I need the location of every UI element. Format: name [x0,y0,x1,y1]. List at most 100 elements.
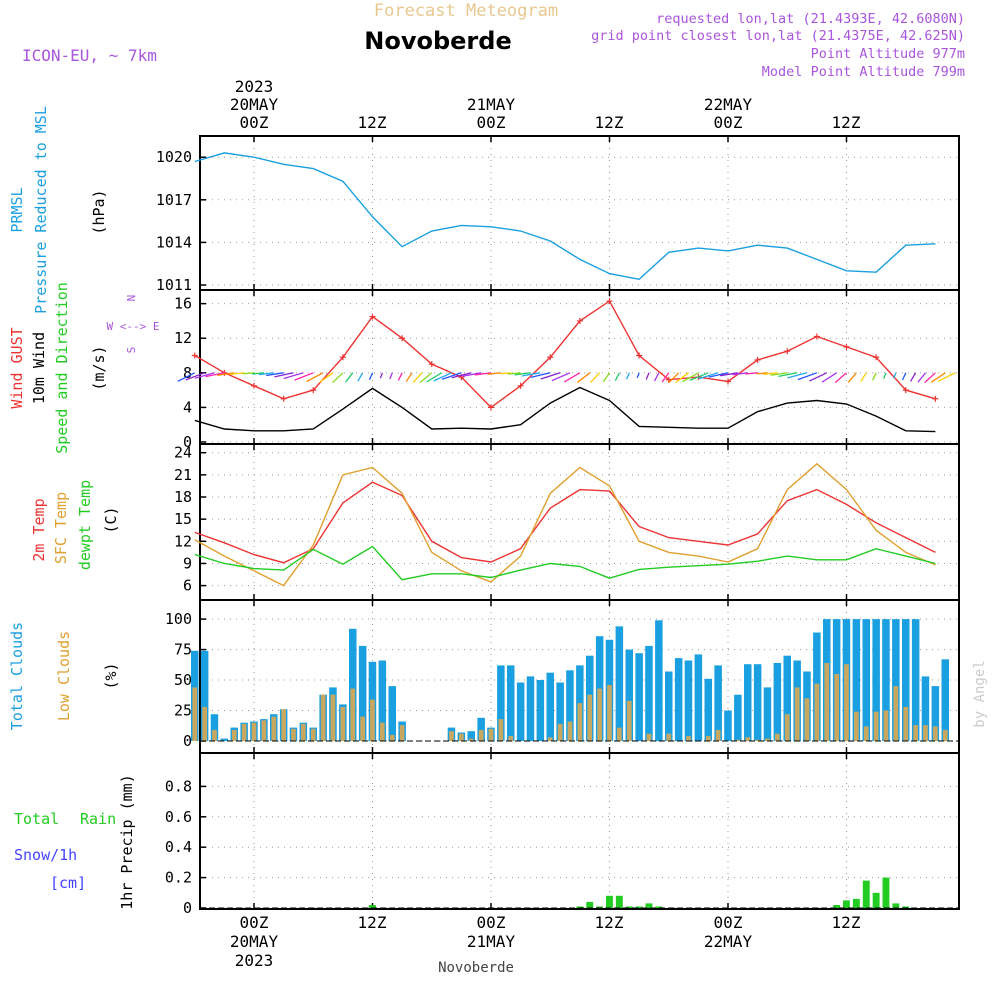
celsius-unit-label: (C) [102,506,120,533]
ms-unit-label: (m/s) [90,345,108,390]
top-date-21may: 21MAY [467,95,516,114]
wind-direction-arrow [636,372,640,379]
gust-line-marker [932,395,939,402]
low-cloud-bar [241,723,247,741]
pressure-msl-label: Pressure Reduced to MSL [32,106,50,314]
wind-direction-arrow [551,372,571,382]
temp-2m-line [194,481,936,564]
temp-2m-label: 2m Temp [30,498,48,561]
wind-direction-arrow [563,372,581,383]
bottom-date-21may: 21MAY [467,932,516,951]
wind-direction-arrow [258,372,274,376]
low-cloud-bar [765,738,770,741]
wind-direction-arrow [357,372,364,382]
y-tick-label: 15 [174,510,192,528]
wind-direction-arrow [602,372,611,383]
bottom-date-22may: 22MAY [704,932,753,951]
gust-line-marker [843,343,850,350]
total-cloud-bar [714,665,722,741]
low-cloud-bar [814,683,820,741]
total-cloud-bar [931,686,940,741]
total-cloud-bar [556,682,564,741]
wind-direction-arrow [576,372,591,384]
wind-direction-arrow [332,372,344,384]
wind-direction-arrow [893,372,897,379]
low-cloud-bar [261,720,267,741]
total-cloud-bar [615,626,624,741]
wind-gust-label: Wind GUST [8,327,26,408]
total-cloud-bar [783,655,791,741]
low-cloud-bar [626,700,632,741]
gust-line-marker [636,352,643,359]
low-cloud-bar [202,706,207,741]
total-cloud-bar [516,682,525,741]
low-cloud-bar [735,739,741,741]
y-tick-label: 1017 [156,191,192,209]
wind-line [194,386,936,433]
rain-bar [369,905,376,908]
total-cloud-bar [763,687,772,741]
y-tick-label: 16 [174,295,192,313]
point-altitude: Point Altitude 977m [811,46,965,62]
low-cloud-bar [923,725,928,741]
gust-line-marker [576,317,583,324]
total-cloud-bar [200,650,209,741]
gust-line-marker [310,387,317,394]
gust-line-marker [665,376,672,383]
sfc-temp-label: SFC Temp [52,492,70,564]
wind-direction-arrow [719,372,739,377]
low-cloud-bar [281,709,286,741]
total-cloud-bar [911,619,920,741]
low-cloud-bar [468,738,474,741]
y-tick-label: 0.6 [165,808,192,826]
wind-direction-arrow [368,372,374,381]
gust-line-marker [725,378,731,385]
y-tick-label: 9 [183,554,192,572]
rain-bar [852,898,860,908]
low-cloud-bar [646,733,652,741]
rain-bar [902,906,910,908]
gust-line-marker [606,298,613,305]
low-cloud-bar [291,728,296,741]
total-cloud-bar [388,686,396,741]
low-cloud-bar [449,731,454,741]
rain-bar [872,892,880,908]
top-tick-label: 12Z [595,113,624,132]
total-cloud-bar [724,710,732,741]
y-tick-label: 1020 [156,148,192,166]
wind-direction-arrow [787,372,808,379]
low-cloud-bar [863,726,869,741]
rain-bar [615,895,623,908]
wind-direction-arrow [883,372,887,379]
wind-direction-arrow [426,372,442,383]
low-cloud-bar [310,728,316,741]
wind-direction-arrow [229,372,245,376]
total-cloud-bar [220,738,229,741]
wind-direction-arrow [274,372,294,378]
low-cloud-bar [804,698,810,741]
wind-direction-arrow [405,372,413,383]
total-cloud-bar [694,654,703,741]
low-cloud-bar [301,723,306,741]
rain-bar [892,903,900,908]
location-title: Novoberde [364,27,511,55]
total-cloud-bar [882,619,890,741]
low-cloud-bar [399,725,405,741]
total-cloud-bar [467,731,475,741]
low-cloud-bar [666,733,672,741]
total-cloud-bar [349,628,357,741]
low-cloud-bar [705,736,711,741]
dewpt-line [194,545,936,581]
wind-direction-arrow [319,372,334,383]
banner-title: Forecast Meteogram [374,1,558,21]
gust-line-marker [488,404,494,411]
bottom-tick-label: 00Z [714,913,743,932]
low-cloud-bar [715,730,721,741]
y-tick-label: 12 [174,329,192,347]
low-cloud-bar [755,739,760,741]
wind-direction-arrow [397,372,403,381]
dewpt-temp-label: dewpt Temp [76,480,94,570]
low-cloud-bar [212,730,217,741]
rain-bar [833,905,841,908]
